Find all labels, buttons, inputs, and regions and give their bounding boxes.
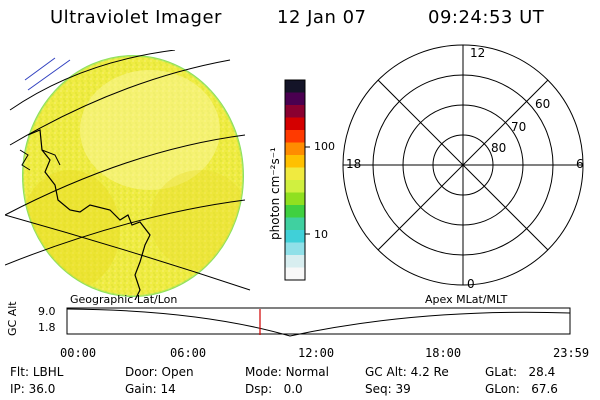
time-label: 09:24:53 UT [428, 7, 545, 28]
colorbar-segment [285, 105, 305, 118]
grid-line [5, 199, 246, 266]
dsp-info: Dsp: 0.0 [245, 382, 303, 396]
grid-line [5, 214, 251, 291]
time-tick-1: 06:00 [170, 346, 207, 360]
mlat-label-70: 70 [511, 120, 527, 134]
gcalt-info: GC Alt: 4.2 Re [365, 365, 449, 379]
mlat-label-60: 60 [535, 97, 551, 111]
glon-value: 67.6 [531, 382, 558, 396]
gcalt-value: 4.2 Re [410, 365, 449, 379]
altitude-curve [66, 308, 571, 337]
dsp-value: 0.0 [283, 382, 303, 396]
colorbar-segment [285, 167, 305, 181]
date-label: 12 Jan 07 [277, 7, 367, 28]
app-title: Ultraviolet Imager [50, 7, 222, 28]
mlt-label-12: 12 [470, 46, 486, 60]
colorbar-segment [285, 267, 305, 281]
door-value: Open [161, 365, 194, 379]
grid-line [5, 134, 246, 216]
grid-line [9, 59, 231, 146]
timeline-y-bottom: 1.8 [38, 321, 56, 334]
colorbar-segment [285, 205, 305, 218]
flt-value: LBHL [32, 365, 64, 379]
ip-value: 36.0 [28, 382, 56, 396]
coastline [27, 129, 151, 300]
time-tick-4: 23:59 [553, 346, 590, 360]
gain-info: Gain: 14 [125, 382, 176, 396]
colorbar-segment [285, 230, 305, 243]
mlat-label-80: 80 [491, 141, 507, 155]
mlt-label-18: 18 [346, 157, 362, 171]
colorbar-segment [285, 242, 305, 256]
colorbar-segment [285, 142, 305, 156]
colorbar-segment [285, 255, 305, 268]
glat-info: GLat: 28.4 [485, 365, 556, 379]
mlt-label-0: 0 [467, 277, 475, 291]
mode-info: Mode: Normal [245, 365, 329, 379]
time-tick-2: 12:00 [298, 346, 335, 360]
gain-value: 14 [160, 382, 176, 396]
ip-info: IP: 36.0 [10, 382, 56, 396]
colorbar-segment [285, 217, 305, 231]
time-tick-3: 18:00 [425, 346, 462, 360]
colorbar-segment [285, 180, 305, 193]
door-info: Door: Open [125, 365, 194, 379]
time-tick-0: 00:00 [60, 346, 97, 360]
colorbar-tick-100: 100 [314, 140, 335, 153]
seq-value: 39 [395, 382, 411, 396]
seq-info: Seq: 39 [365, 382, 411, 396]
glon-info: GLon: 67.6 [485, 382, 558, 396]
colorbar-tick-10: 10 [314, 228, 328, 241]
timeline-right-label: Apex MLat/MLT [425, 293, 508, 306]
colorbar-segment [285, 92, 305, 106]
timeline-left-label: Geographic Lat/Lon [70, 293, 178, 306]
glat-value: 28.4 [528, 365, 556, 379]
colorbar-segment [285, 130, 305, 143]
grid-line [9, 50, 176, 111]
timeline-y-top: 9.0 [38, 305, 56, 318]
colorbar-segment [285, 155, 305, 168]
mode-value: Normal [285, 365, 329, 379]
colorbar-segment [285, 117, 305, 131]
colorbar-segment [285, 80, 305, 93]
colorbar-segment [285, 192, 305, 206]
flt-info: Flt: LBHL [10, 365, 64, 379]
mlt-label-6: 6 [576, 157, 584, 171]
